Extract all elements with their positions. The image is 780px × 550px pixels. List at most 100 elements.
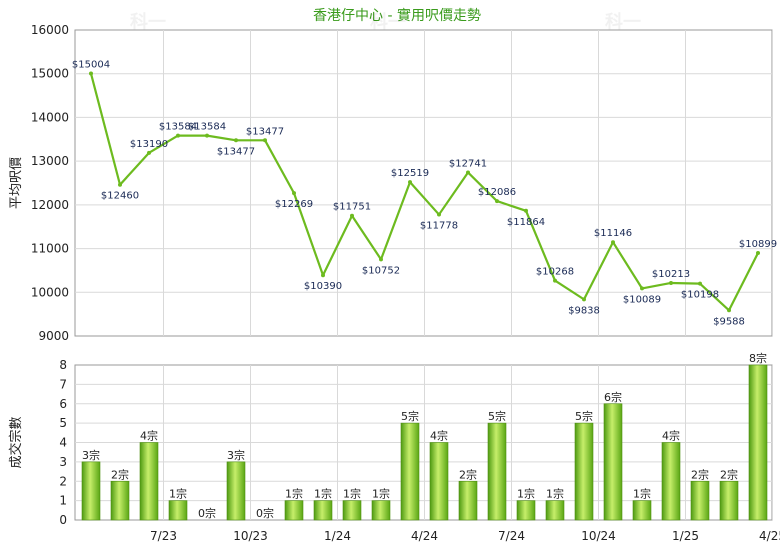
- transaction-bar: [284, 500, 304, 521]
- bar-data-label: 2宗: [691, 467, 709, 481]
- bar-y-tick-label: 7: [59, 377, 67, 391]
- price-point: [495, 199, 499, 204]
- bar-data-label: 1宗: [285, 487, 303, 501]
- price-point: [408, 180, 412, 185]
- price-data-label: $15004: [72, 60, 110, 71]
- transaction-bar: [110, 480, 130, 521]
- line-plot-frame: [74, 29, 773, 337]
- bar-data-label: 4宗: [662, 429, 680, 443]
- bar-data-label: 3宗: [227, 448, 245, 462]
- price-data-label: $10390: [304, 281, 342, 292]
- price-point: [234, 138, 238, 143]
- watermark-text: 科一: [605, 11, 641, 33]
- bar-data-label: 5宗: [401, 409, 419, 423]
- bar-data-label: 1宗: [633, 487, 651, 501]
- transaction-bar: [371, 500, 391, 521]
- price-series-line: [89, 73, 759, 312]
- price-point: [350, 213, 354, 218]
- line-y-tick-label: 14000: [31, 110, 69, 124]
- bar-data-label: 5宗: [575, 409, 593, 423]
- bar-data-label: 6宗: [604, 390, 622, 404]
- chart-title: 香港仔中心 - 實用呎價走勢: [313, 7, 481, 24]
- transaction-bar: [139, 442, 159, 521]
- price-point: [321, 273, 325, 278]
- bar-data-label: 1宗: [343, 487, 361, 501]
- transaction-bar: [719, 480, 739, 521]
- bar-data-label: 2宗: [111, 467, 129, 481]
- x-tick-label: 4/24: [411, 529, 438, 543]
- price-point: [466, 170, 470, 175]
- price-data-label: $13477: [246, 126, 284, 137]
- price-point: [524, 208, 528, 213]
- transaction-bar: [574, 422, 594, 521]
- price-point: [669, 280, 673, 285]
- line-y-tick-label: 12000: [31, 198, 69, 212]
- price-data-label: $9588: [713, 316, 745, 327]
- bar-y-tick-label: 6: [59, 397, 67, 411]
- price-data-label: $13584: [188, 122, 226, 133]
- bar-data-label: 0宗: [198, 506, 216, 520]
- price-data-label: $11864: [507, 217, 545, 228]
- price-point: [147, 150, 151, 155]
- price-data-label: $9838: [568, 305, 600, 316]
- price-data-label: $10752: [362, 265, 400, 276]
- bar-data-label: 3宗: [82, 448, 100, 462]
- bar-y-tick-label: 3: [59, 455, 67, 469]
- transaction-bar: [632, 500, 652, 521]
- transaction-bar: [603, 403, 623, 521]
- x-tick-label: 7/23: [150, 529, 177, 543]
- price-data-label: $13584: [159, 122, 197, 133]
- bar-data-label: 1宗: [372, 487, 390, 501]
- bar-data-label: 0宗: [256, 506, 274, 520]
- price-point: [727, 308, 731, 313]
- transaction-bar: [690, 480, 710, 521]
- bar-data-label: 4宗: [140, 429, 158, 443]
- line-y-tick-label: 16000: [31, 23, 69, 37]
- price-point: [89, 71, 93, 76]
- bar-y-tick-label: 1: [59, 494, 67, 508]
- watermark-text: 科一: [370, 11, 406, 33]
- transaction-bar: [400, 422, 420, 521]
- transaction-bar: [342, 500, 362, 521]
- price-point: [640, 286, 644, 291]
- price-data-label: $12741: [449, 158, 487, 169]
- price-data-label: $12519: [391, 168, 429, 179]
- price-point: [176, 133, 180, 138]
- bar-y-tick-label: 5: [59, 416, 67, 430]
- bar-data-label: 1宗: [546, 487, 564, 501]
- price-data-label: $11751: [333, 202, 371, 213]
- bar-data-label: 2宗: [459, 467, 477, 481]
- x-tick-label: 10/24: [581, 529, 616, 543]
- price-point: [205, 133, 209, 138]
- transaction-bar: [168, 500, 188, 521]
- x-tick-label: 1/24: [324, 529, 351, 543]
- bar-data-label: 4宗: [430, 429, 448, 443]
- x-tick-label: 1/25: [672, 529, 699, 543]
- price-data-label: $13190: [130, 139, 168, 150]
- bar-y-tick-label: 8: [59, 358, 67, 372]
- price-data-label: $10198: [681, 290, 719, 301]
- transaction-bar: [81, 461, 101, 521]
- bar-y-tick-label: 2: [59, 474, 67, 488]
- bar-y-tick-label: 0: [59, 513, 67, 527]
- price-data-label: $11778: [420, 221, 458, 232]
- transaction-bar: [226, 461, 246, 521]
- x-tick-label: 7/24: [498, 529, 525, 543]
- bar-data-label: 5宗: [488, 409, 506, 423]
- price-data-label: $10213: [652, 269, 690, 280]
- price-point: [263, 138, 267, 143]
- line-y-tick-label: 15000: [31, 67, 69, 81]
- bar-data-label: 8宗: [749, 351, 767, 365]
- price-data-label: $11146: [594, 228, 632, 239]
- bar-data-label: 1宗: [517, 487, 535, 501]
- price-point: [756, 250, 760, 255]
- price-data-label: $10899: [739, 239, 777, 250]
- line-y-tick-label: 9000: [38, 329, 69, 343]
- transaction-bar: [313, 500, 333, 521]
- price-data-label: $12460: [101, 191, 139, 202]
- bar-data-label: 1宗: [169, 487, 187, 501]
- price-data-label: $10268: [536, 267, 574, 278]
- price-data-label: $13477: [217, 146, 255, 157]
- price-data-label: $10089: [623, 294, 661, 305]
